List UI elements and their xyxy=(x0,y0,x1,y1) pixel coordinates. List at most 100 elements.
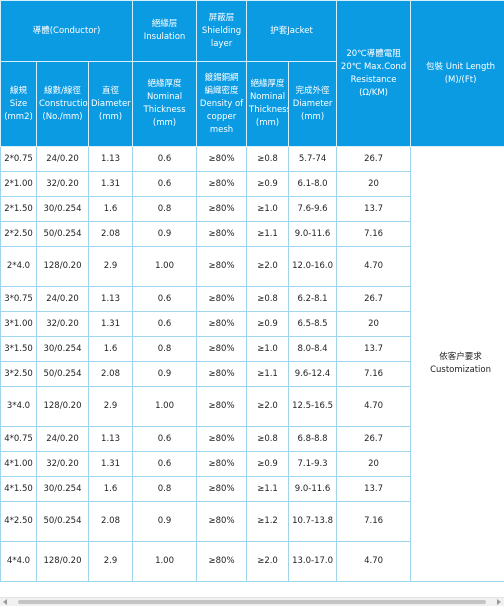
cell-insulation-thickness: 0.6 xyxy=(133,287,197,312)
cell-diameter: 1.6 xyxy=(89,197,133,222)
cell-outer-diameter: 6.8-8.8 xyxy=(289,427,337,452)
cell-construction: 32/0.20 xyxy=(37,312,89,337)
header-shielding: 屏蔽层 Shielding layer xyxy=(197,1,247,62)
header-insulation: 絕緣层 Insulation xyxy=(133,1,197,62)
cell-outer-diameter: 7.6-9.6 xyxy=(289,197,337,222)
cell-jacket-thickness: ≥1.1 xyxy=(247,362,289,387)
cell-density: ≥80% xyxy=(197,477,247,502)
cell-resistance: 20 xyxy=(337,312,411,337)
cell-resistance: 4.70 xyxy=(337,542,411,582)
cell-diameter: 2.08 xyxy=(89,222,133,247)
cell-outer-diameter: 13.0-17.0 xyxy=(289,542,337,582)
cell-resistance: 26.7 xyxy=(337,427,411,452)
cell-resistance: 7.16 xyxy=(337,362,411,387)
header-jacket-thickness: 絕緣厚度 Nominal Thickness (mm) xyxy=(247,62,289,147)
cell-diameter: 1.13 xyxy=(89,427,133,452)
cell-jacket-thickness: ≥1.1 xyxy=(247,477,289,502)
cell-construction: 24/0.20 xyxy=(37,427,89,452)
cell-insulation-thickness: 1.00 xyxy=(133,387,197,427)
cell-diameter: 2.08 xyxy=(89,502,133,542)
cell-insulation-thickness: 0.6 xyxy=(133,427,197,452)
cell-outer-diameter: 12.0-16.0 xyxy=(289,247,337,287)
cell-jacket-thickness: ≥2.0 xyxy=(247,247,289,287)
cell-jacket-thickness: ≥1.2 xyxy=(247,502,289,542)
scrollbar-thumb[interactable] xyxy=(18,600,486,604)
cell-construction: 24/0.20 xyxy=(37,147,89,172)
cell-size: 4*2.50 xyxy=(1,502,37,542)
cell-resistance: 26.7 xyxy=(337,147,411,172)
cell-resistance: 20 xyxy=(337,172,411,197)
cell-diameter: 2.9 xyxy=(89,387,133,427)
cell-density: ≥80% xyxy=(197,197,247,222)
cell-diameter: 1.31 xyxy=(89,172,133,197)
cell-density: ≥80% xyxy=(197,222,247,247)
cell-construction: 128/0.20 xyxy=(37,387,89,427)
cell-jacket-thickness: ≥0.8 xyxy=(247,147,289,172)
cell-jacket-thickness: ≥0.9 xyxy=(247,452,289,477)
cell-diameter: 1.31 xyxy=(89,452,133,477)
cell-density: ≥80% xyxy=(197,172,247,197)
cell-outer-diameter: 9.6-12.4 xyxy=(289,362,337,387)
cell-density: ≥80% xyxy=(197,147,247,172)
cell-insulation-thickness: 0.6 xyxy=(133,452,197,477)
cable-spec-table: 導體(Conductor) 絕緣层 Insulation 屏蔽层 Shieldi… xyxy=(0,0,504,582)
cell-insulation-thickness: 0.9 xyxy=(133,222,197,247)
cell-outer-diameter: 6.2-8.1 xyxy=(289,287,337,312)
cell-insulation-thickness: 0.6 xyxy=(133,147,197,172)
cell-density: ≥80% xyxy=(197,387,247,427)
cell-density: ≥80% xyxy=(197,337,247,362)
cell-outer-diameter: 9.0-11.6 xyxy=(289,222,337,247)
cell-size: 4*0.75 xyxy=(1,427,37,452)
cell-construction: 50/0.254 xyxy=(37,222,89,247)
cell-size: 3*2.50 xyxy=(1,362,37,387)
cell-resistance: 26.7 xyxy=(337,287,411,312)
cell-jacket-thickness: ≥0.9 xyxy=(247,312,289,337)
cell-size: 3*0.75 xyxy=(1,287,37,312)
cell-density: ≥80% xyxy=(197,502,247,542)
cell-outer-diameter: 6.1-8.0 xyxy=(289,172,337,197)
cell-size: 2*4.0 xyxy=(1,247,37,287)
header-density: 鍍錫銅網 編織密度 Density of copper mesh xyxy=(197,62,247,147)
cell-outer-diameter: 9.0-11.6 xyxy=(289,477,337,502)
cell-outer-diameter: 10.7-13.8 xyxy=(289,502,337,542)
cell-resistance: 4.70 xyxy=(337,387,411,427)
cell-resistance: 7.16 xyxy=(337,222,411,247)
scroll-left-arrow-icon[interactable] xyxy=(3,599,7,605)
cell-resistance: 13.7 xyxy=(337,337,411,362)
cell-construction: 50/0.254 xyxy=(37,502,89,542)
cell-density: ≥80% xyxy=(197,542,247,582)
cell-construction: 32/0.20 xyxy=(37,172,89,197)
cell-construction: 128/0.20 xyxy=(37,247,89,287)
cell-outer-diameter: 7.1-9.3 xyxy=(289,452,337,477)
cell-resistance: 13.7 xyxy=(337,197,411,222)
cell-jacket-thickness: ≥0.8 xyxy=(247,287,289,312)
cell-construction: 24/0.20 xyxy=(37,287,89,312)
header-size: 線規 Size (mm2) xyxy=(1,62,37,147)
scroll-right-arrow-icon[interactable] xyxy=(497,599,501,605)
header-diameter: 直徑 Diameter (mm) xyxy=(89,62,133,147)
cell-resistance: 7.16 xyxy=(337,502,411,542)
header-insulation-thickness: 絕緣厚度 Nominal Thickness (mm) xyxy=(133,62,197,147)
cell-insulation-thickness: 0.8 xyxy=(133,477,197,502)
cell-size: 2*1.50 xyxy=(1,197,37,222)
cell-construction: 30/0.254 xyxy=(37,477,89,502)
cell-jacket-thickness: ≥0.9 xyxy=(247,172,289,197)
cell-size: 4*4.0 xyxy=(1,542,37,582)
header-unit-length: 包裝 Unit Length (M)/(Ft) xyxy=(411,1,504,147)
header-conductor: 導體(Conductor) xyxy=(1,1,133,62)
cell-diameter: 1.31 xyxy=(89,312,133,337)
cell-size: 2*1.00 xyxy=(1,172,37,197)
cell-insulation-thickness: 0.8 xyxy=(133,197,197,222)
cell-diameter: 1.13 xyxy=(89,287,133,312)
cell-resistance: 4.70 xyxy=(337,247,411,287)
cell-size: 3*1.00 xyxy=(1,312,37,337)
cell-resistance: 13.7 xyxy=(337,477,411,502)
cell-insulation-thickness: 0.6 xyxy=(133,172,197,197)
cell-jacket-thickness: ≥2.0 xyxy=(247,542,289,582)
header-resistance: 20℃導體電阻 20℃ Max.Cond Resistance (Ω/KM) xyxy=(337,1,411,147)
cell-jacket-thickness: ≥1.0 xyxy=(247,337,289,362)
cell-density: ≥80% xyxy=(197,362,247,387)
cell-jacket-thickness: ≥0.8 xyxy=(247,427,289,452)
cell-density: ≥80% xyxy=(197,247,247,287)
